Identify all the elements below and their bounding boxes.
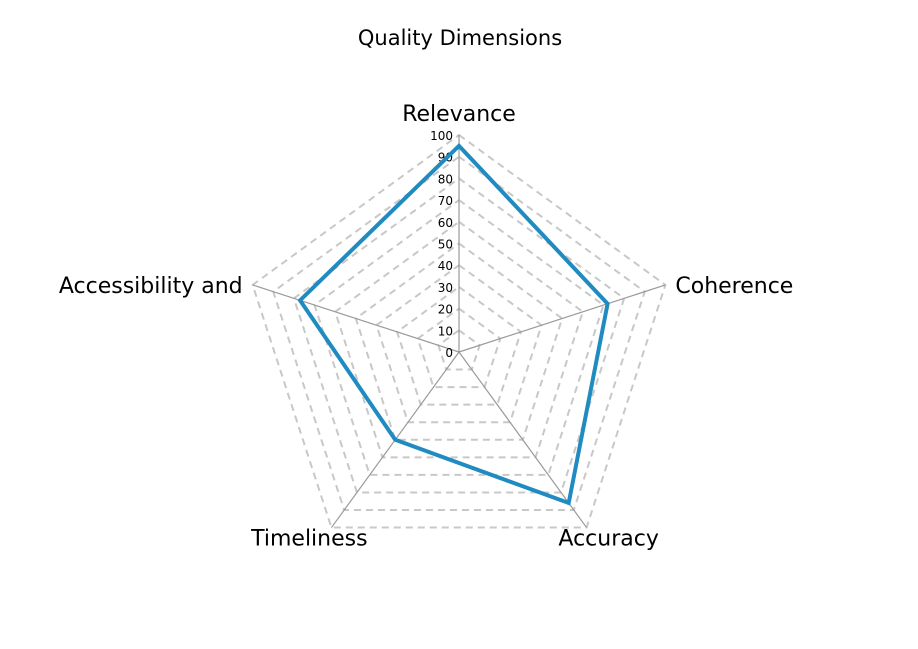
- axis-label: Accuracy: [558, 527, 658, 552]
- axis-label: Coherence: [675, 274, 793, 299]
- tick-label: 50: [438, 238, 453, 252]
- grid-ring: [437, 329, 481, 371]
- series-line: [297, 142, 610, 506]
- axis-label: Accessibility and: [59, 274, 243, 299]
- grid-ring: [251, 133, 667, 529]
- axis-spoke: [458, 284, 666, 353]
- grid-ring: [395, 285, 523, 406]
- axis-spoke: [458, 351, 588, 528]
- tick-label: 80: [438, 172, 453, 186]
- grid-ring: [375, 263, 543, 424]
- tick-label: 70: [438, 194, 453, 208]
- grid-ring: [313, 198, 605, 476]
- tick-label: 20: [438, 303, 453, 317]
- axis-labels: Relevance Coherence Accuracy Timeliness Acce…: [59, 102, 794, 552]
- grid-ring: [416, 307, 502, 389]
- chart-title: Quality Dimensions: [358, 26, 562, 50]
- grid-ring: [333, 220, 585, 459]
- axis-spoke: [252, 284, 460, 353]
- grid: [251, 133, 667, 529]
- grid-ring: [292, 177, 626, 494]
- tick-label: 100: [430, 129, 453, 143]
- tick-label: 40: [438, 259, 453, 273]
- tick-label: 10: [438, 324, 453, 338]
- series-group: [297, 142, 610, 506]
- tick-label: 30: [438, 281, 453, 295]
- tick-label: 0: [445, 346, 453, 360]
- axis-label: Timeliness: [250, 527, 367, 552]
- axis-label: Relevance: [402, 102, 516, 127]
- tick-label: 60: [438, 216, 453, 230]
- grid-ring: [354, 242, 564, 441]
